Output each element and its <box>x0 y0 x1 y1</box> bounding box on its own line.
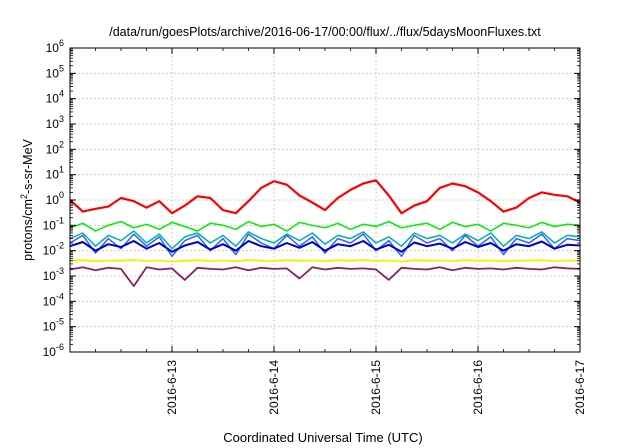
y-tick-label-exp: -3 <box>56 266 64 276</box>
x-axis-label: Coordinated Universal Time (UTC) <box>223 430 422 445</box>
y-tick-label: 10-2 <box>43 241 64 258</box>
y-tick-label-base: 10 <box>46 41 60 55</box>
y-axis-label-rest: -s-sr-MeV <box>21 138 35 194</box>
y-tick-label-base: 10 <box>46 168 60 182</box>
chart-title: /data/run/goesPlots/archive/2016-06-17/0… <box>109 25 541 39</box>
series-line-7 <box>69 266 581 288</box>
y-tick-label-exp: -2 <box>56 241 64 251</box>
series-line-1 <box>69 179 581 215</box>
y-tick-label: 106 <box>46 38 64 55</box>
y-axis-label-base: protons/cm <box>21 199 35 261</box>
y-tick-label-exp: 5 <box>59 63 64 73</box>
y-axis-label-sup: 2 <box>19 194 29 199</box>
y-tick-label: 10-3 <box>43 266 64 283</box>
y-tick-label-base: 10 <box>46 193 60 207</box>
y-tick-label: 102 <box>46 139 64 156</box>
y-tick-label-exp: -6 <box>56 342 64 352</box>
y-tick-label-exp: 4 <box>59 89 64 99</box>
y-tick-label: 10-1 <box>43 215 64 232</box>
y-axis-label: protons/cm2-s-sr-MeV <box>19 138 35 260</box>
y-tick-label-base: 10 <box>43 320 57 334</box>
y-tick-label: 103 <box>46 114 64 131</box>
grid-lines <box>70 48 580 352</box>
x-tick-labels: 2016-6-13 2016-6-14 2016-6-15 2016-6-16 2016… <box>165 360 587 415</box>
x-tick-label: 2016-6-13 <box>165 360 179 415</box>
y-tick-labels: 10610510410310210110010-110-210-310-410-… <box>43 38 64 359</box>
y-tick-label-exp: -1 <box>56 215 64 225</box>
y-tick-label: 10-5 <box>43 317 64 334</box>
series-line-5 <box>69 240 581 253</box>
y-tick-label: 101 <box>46 165 64 182</box>
y-tick-label-base: 10 <box>43 269 57 283</box>
x-tick-label: 2016-6-16 <box>471 360 485 415</box>
series-line-3 <box>69 230 581 250</box>
y-tick-label-base: 10 <box>43 345 57 359</box>
y-tick-label-exp: -5 <box>56 317 64 327</box>
tick-marks <box>70 47 581 353</box>
x-tick-label: 2016-6-17 <box>573 360 587 415</box>
y-tick-label-base: 10 <box>46 92 60 106</box>
y-tick-label-base: 10 <box>46 117 60 131</box>
x-tick-label: 2016-6-14 <box>267 360 281 415</box>
y-tick-label: 105 <box>46 63 64 80</box>
y-tick-label: 10-6 <box>43 342 64 359</box>
y-tick-label-exp: 1 <box>59 165 64 175</box>
y-tick-label-base: 10 <box>46 142 60 156</box>
y-tick-label-base: 10 <box>43 218 57 232</box>
y-tick-label-exp: 6 <box>59 38 64 48</box>
y-tick-label-exp: 3 <box>59 114 64 124</box>
series-line-4 <box>69 233 581 258</box>
y-tick-label: 10-4 <box>43 291 64 308</box>
y-tick-label-base: 10 <box>46 66 60 80</box>
y-tick-label-base: 10 <box>43 294 57 308</box>
series-line-6 <box>69 259 581 263</box>
y-tick-label: 104 <box>46 89 64 106</box>
y-tick-label: 100 <box>46 190 64 207</box>
series-line-2 <box>69 220 581 232</box>
y-tick-label-exp: -4 <box>56 291 64 301</box>
y-tick-label-base: 10 <box>43 244 57 258</box>
series-group <box>69 179 581 288</box>
y-tick-label-exp: 2 <box>59 139 64 149</box>
y-tick-label-exp: 0 <box>59 190 64 200</box>
x-tick-label: 2016-6-15 <box>369 360 383 415</box>
